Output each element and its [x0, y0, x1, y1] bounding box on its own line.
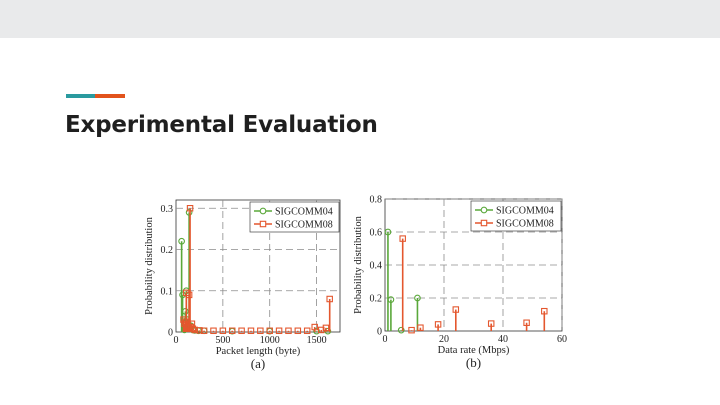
legend: SIGCOMM04 SIGCOMM08 [470, 200, 562, 232]
legend-label: SIGCOMM04 [275, 207, 333, 218]
data-point [311, 323, 318, 331]
y-tick-label: 0.3 [161, 204, 174, 215]
slide-title: Experimental Evaluation [65, 112, 378, 138]
data-point [417, 324, 424, 331]
y-tick-label: 0.1 [161, 286, 174, 297]
data-point [318, 326, 325, 334]
data-point [487, 320, 495, 327]
data-point [275, 327, 283, 335]
x-tick-label: 0 [383, 334, 388, 345]
data-point [523, 319, 530, 327]
data-point [185, 291, 193, 299]
title-accent-teal [66, 94, 95, 98]
data-point [200, 327, 208, 335]
data-point [434, 321, 442, 328]
x-tick-label: 500 [215, 335, 230, 346]
legend-marker [480, 219, 488, 227]
data-point [189, 325, 197, 332]
data-point [179, 291, 186, 299]
data-point [285, 327, 292, 335]
chart-data-rate: 0 0.2 0.4 0.6 0.8 0 20 40 60 Data rate (Mbps) Prob… [353, 195, 567, 371]
y-axis-label: Probability distribution [144, 216, 155, 314]
panel-label: (b) [466, 355, 481, 370]
data-point [326, 295, 333, 303]
y-tick-label: 0.4 [370, 261, 383, 272]
top-bar [0, 0, 720, 38]
legend: SIGCOMM04 SIGCOMM08 [249, 201, 340, 233]
x-tick-label: 20 [439, 334, 449, 345]
data-point [219, 327, 227, 335]
data-point [185, 209, 193, 216]
y-tick-label: 0 [377, 327, 382, 338]
data-point [397, 326, 405, 334]
data-point [387, 296, 395, 303]
data-point [186, 205, 194, 212]
series-sigcomm08 [399, 235, 548, 334]
y-tick-label: 0 [168, 328, 173, 339]
series-sigcomm08 [180, 205, 333, 335]
data-point [324, 327, 332, 335]
data-point [228, 327, 236, 335]
x-axis-label: Packet length (byte) [216, 346, 301, 357]
data-point [266, 327, 273, 335]
x-tick-label: 1000 [260, 335, 280, 346]
legend-label: SIGCOMM08 [275, 220, 333, 231]
data-point [210, 327, 217, 335]
data-point [191, 326, 198, 334]
x-axis-label: Data rate (Mbps) [438, 345, 510, 356]
y-axis-label: Probability distribution [353, 215, 364, 313]
x-tick-label: 0 [174, 335, 179, 346]
data-point [414, 294, 421, 302]
data-point [408, 326, 415, 334]
panel-label: (a) [251, 356, 265, 371]
data-point [384, 228, 392, 236]
data-point [313, 327, 320, 335]
data-point [322, 324, 330, 332]
legend-marker [259, 207, 267, 215]
data-point [247, 327, 255, 335]
legend-marker [480, 206, 488, 214]
y-tick-label: 0.2 [370, 294, 383, 305]
legend-marker [259, 220, 267, 228]
x-tick-label: 60 [557, 334, 567, 345]
data-point [452, 306, 460, 313]
data-point [399, 235, 406, 242]
data-point [182, 308, 189, 315]
data-point [196, 327, 203, 334]
y-tick-label: 0.6 [370, 228, 383, 239]
data-point [303, 327, 311, 335]
x-tick-label: 40 [498, 334, 508, 345]
y-tick-label: 0.8 [370, 195, 383, 206]
data-point [178, 237, 185, 245]
legend-label: SIGCOMM04 [496, 206, 554, 217]
data-point [238, 327, 245, 335]
data-point [294, 327, 302, 335]
y-tick-label: 0.2 [161, 245, 174, 256]
chart-packet-length: 0 0.1 0.2 0.3 0 500 1000 1500 Packet length (byt… [144, 199, 341, 371]
data-point [257, 327, 264, 335]
title-accent-orange [95, 94, 125, 98]
data-point [541, 307, 548, 315]
legend-label: SIGCOMM08 [496, 219, 554, 230]
x-tick-label: 1500 [307, 335, 327, 346]
